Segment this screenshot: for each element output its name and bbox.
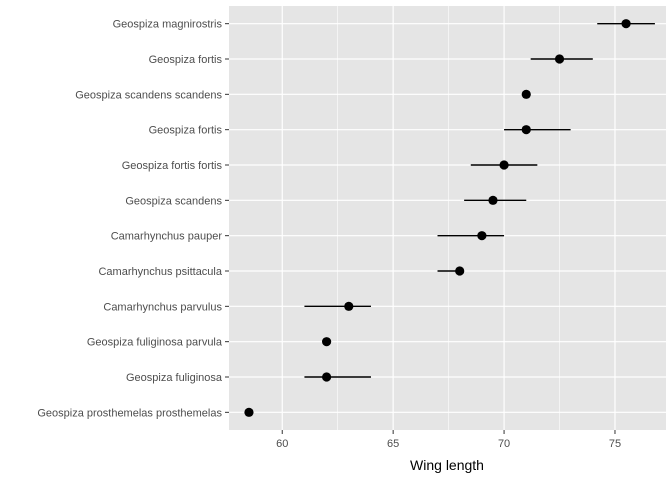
data-points	[244, 19, 631, 417]
y-tick-label: Geospiza fuliginosa parvula	[87, 337, 223, 349]
y-tick-label: Camarhynchus pauper	[111, 231, 223, 243]
x-axis-ticks	[281, 430, 616, 434]
x-axis-labels: 60 65 70 75	[276, 438, 621, 450]
data-point	[554, 54, 565, 64]
y-tick-label: Geospiza prosthemelas prosthemelas	[37, 407, 222, 419]
y-tick-label: Geospiza fortis fortis	[122, 160, 223, 172]
y-tick-label: Geospiza scandens scandens	[75, 89, 222, 101]
data-point	[621, 19, 631, 29]
y-tick-label: Geospiza fortis	[149, 54, 223, 66]
data-point	[477, 231, 487, 241]
x-tick-label: 65	[387, 438, 399, 450]
data-point	[521, 125, 531, 135]
data-point	[244, 407, 254, 417]
data-point	[455, 266, 465, 276]
x-axis-title: Wing length	[410, 457, 484, 473]
y-axis-ticks	[225, 23, 229, 413]
data-point	[488, 195, 498, 205]
data-point	[521, 89, 531, 99]
data-point	[344, 301, 354, 311]
y-tick-label: Geospiza fuliginosa	[126, 372, 223, 384]
minor-gridlines	[337, 6, 560, 430]
data-point	[322, 372, 332, 382]
x-tick-label: 75	[609, 438, 621, 450]
y-axis-labels: Geospiza magnirostris Geospiza fortis Geos…	[37, 19, 223, 420]
plot-panel	[229, 6, 666, 430]
x-tick-label: 60	[276, 438, 288, 450]
y-tick-label: Geospiza magnirostris	[113, 19, 223, 31]
y-tick-label: Geospiza fortis	[149, 125, 223, 137]
y-tick-label: Geospiza scandens	[125, 195, 222, 207]
y-tick-label: Camarhynchus parvulus	[103, 301, 222, 313]
data-point	[499, 160, 509, 170]
x-tick-label: 70	[498, 438, 510, 450]
data-point	[322, 337, 332, 347]
y-tick-label: Camarhynchus psittacula	[98, 266, 222, 278]
